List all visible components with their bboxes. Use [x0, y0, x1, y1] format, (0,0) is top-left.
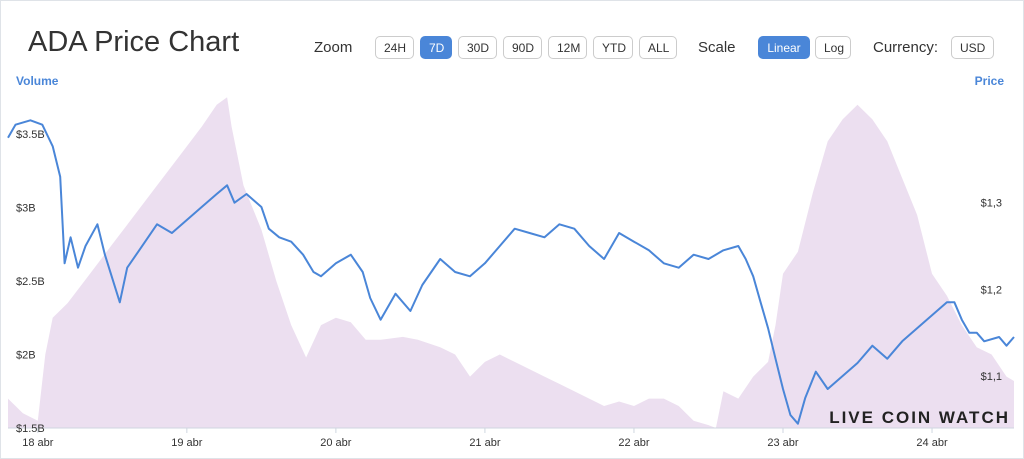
- zoom-12m-button[interactable]: 12M: [548, 35, 587, 59]
- right-tick-label: $1,1: [981, 371, 1002, 383]
- x-tick-label: 22 abr: [618, 437, 650, 449]
- left-axis-ticks: $3.5B $3B $2.5B $2B $1.5B: [16, 129, 45, 435]
- right-axis-ticks: $1,3 $1,2 $1,1: [981, 198, 1002, 383]
- zoom-90d-button[interactable]: 90D: [503, 35, 542, 59]
- zoom-ytd-button[interactable]: YTD: [593, 35, 633, 59]
- zoom-buttons: 24H 7D 30D 90D 12M YTD ALL: [375, 34, 677, 60]
- scale-toolbar: Scale: [698, 34, 736, 60]
- price-line: [7, 119, 1015, 425]
- currency-label: Currency:: [873, 38, 939, 56]
- right-tick-label: $1,2: [981, 284, 1002, 296]
- zoom-7d-button[interactable]: 7D: [420, 35, 452, 59]
- x-tick-label: 20 abr: [320, 437, 352, 449]
- currency-select[interactable]: USD: [951, 35, 994, 59]
- zoom-24h-button[interactable]: 24H: [375, 35, 414, 59]
- left-tick-label: $2.5B: [16, 276, 45, 288]
- x-tick-label: 24 abr: [916, 437, 948, 449]
- scale-label: Scale: [698, 38, 736, 56]
- right-axis-title: Price: [975, 74, 1005, 88]
- right-tick-label: $1,3: [981, 198, 1002, 210]
- scale-linear-button[interactable]: Linear: [758, 35, 810, 59]
- zoom-30d-button[interactable]: 30D: [458, 35, 497, 59]
- scale-buttons: Linear Log: [758, 34, 851, 60]
- page-title: ADA Price Chart: [28, 26, 240, 58]
- x-tick-label: 23 abr: [767, 437, 799, 449]
- x-tick-label: 21 abr: [469, 437, 501, 449]
- left-axis-title: Volume: [16, 74, 59, 88]
- zoom-label: Zoom: [314, 38, 353, 56]
- currency-picker: USD: [951, 34, 994, 60]
- left-tick-label: $3.5B: [16, 129, 45, 141]
- watermark-text: LIVE COIN WATCH: [829, 408, 1010, 427]
- volume-area: [8, 97, 1014, 429]
- x-tick-label: 19 abr: [171, 437, 203, 449]
- scale-log-button[interactable]: Log: [815, 35, 851, 59]
- zoom-toolbar: Zoom: [314, 34, 352, 60]
- currency-toolbar: Currency:: [873, 34, 938, 60]
- x-tick-label: 18 abr: [22, 437, 54, 449]
- zoom-all-button[interactable]: ALL: [639, 35, 677, 59]
- left-tick-label: $3B: [16, 203, 36, 215]
- left-tick-label: $1.5B: [16, 423, 45, 435]
- left-tick-label: $2B: [16, 350, 36, 362]
- x-axis-ticks: 18 abr 19 abr 20 abr 21 abr 22 abr 23 abr 24 a…: [22, 428, 948, 449]
